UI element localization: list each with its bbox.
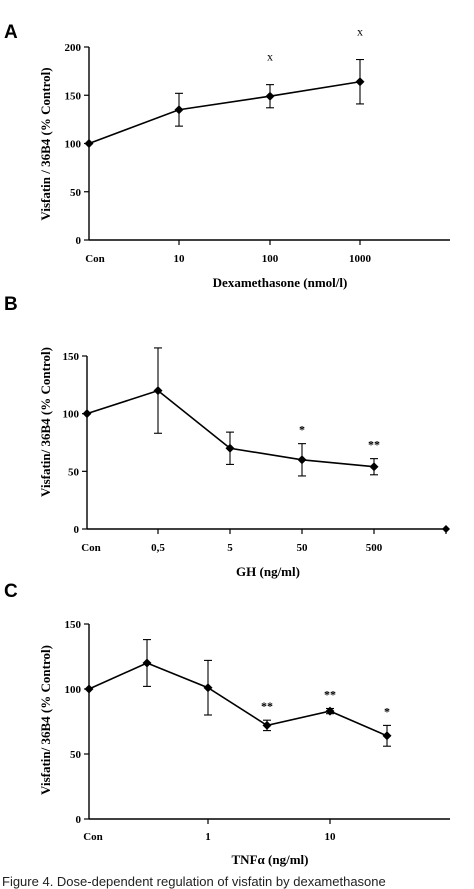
panel-c-x-tick-label: 10 (325, 831, 337, 843)
panel-b-x-tick-label: Con (81, 542, 101, 554)
panel-a-y-tick-label: 150 (65, 90, 82, 102)
panel-b-data-point (369, 462, 379, 472)
panel-b-data-point (82, 409, 92, 419)
panel-c-xlabel: TNFα (ng/ml) (232, 852, 309, 867)
panel-c-y-tick-label: 150 (65, 619, 82, 631)
panel-c-data-point (382, 731, 392, 741)
panel-b-data-point (153, 386, 163, 396)
panel-a-x-tick-label: 10 (174, 253, 186, 265)
panel-b-x-tick-label: 0,5 (151, 542, 165, 554)
panel-a-label: A (4, 22, 18, 43)
panel-a-significance-label: x (267, 50, 273, 64)
panel-b-y-tick-label: 0 (74, 524, 80, 536)
panel-a-y-tick-label: 100 (65, 139, 82, 151)
panel-b-xlabel: GH (ng/ml) (236, 564, 300, 579)
panel-a-ylabel: Visfatin / 36B4 (% Control) (38, 67, 53, 220)
panel-b-axis-end-marker (442, 525, 450, 533)
panel-c-data-point (84, 684, 94, 694)
panel-c-significance-label: ** (324, 688, 336, 702)
panel-a-x-tick-label: 100 (262, 253, 279, 265)
panel-a-y-tick-label: 50 (70, 187, 82, 199)
panel-c-significance-label: ** (261, 699, 273, 713)
panel-a-y-tick-label: 200 (65, 42, 82, 54)
panel-a-data-point (355, 77, 365, 87)
panel-b-y-tick-label: 50 (68, 466, 80, 478)
panel-c-data-point (142, 658, 152, 668)
panel-b-x-tick-label: 5 (227, 542, 233, 554)
panel-a-data-point (265, 91, 275, 101)
panel-a-x-tick-label: 1000 (349, 253, 372, 265)
panel-c-significance-label: * (384, 704, 390, 718)
panel-c-y-tick-label: 100 (65, 684, 82, 696)
panel-b-y-tick-label: 100 (63, 409, 80, 421)
panel-b-significance-label: * (299, 423, 305, 437)
panel-b-significance-label: ** (368, 438, 380, 452)
panel-b-x-tick-label: 50 (297, 542, 309, 554)
panel-a-y-tick-label: 0 (76, 235, 82, 247)
panel-a-significance-label: x (357, 25, 363, 39)
panel-a-x-tick-label: Con (85, 253, 105, 265)
panel-c-data-point (325, 706, 335, 716)
panel-c-y-tick-label: 0 (76, 814, 82, 826)
panel-a-data-point (84, 139, 94, 148)
panel-c-x-tick-label: Con (83, 831, 103, 843)
panel-b-data-point (225, 443, 235, 453)
figure-caption: Figure 4. Dose-dependent regulation of v… (2, 874, 386, 889)
panel-c-data-point (262, 720, 272, 730)
panel-c-series-line (88, 662, 388, 737)
panel-a-data-point (174, 105, 184, 115)
panel-c-label: C (4, 581, 18, 602)
panel-b-data-point (297, 455, 307, 465)
panel-c-x-tick-label: 1 (205, 831, 211, 843)
panel-c-ylabel: Visfatin/ 36B4 (% Control) (38, 645, 53, 795)
panel-b-ylabel: Visfatin/ 36B4 (% Control) (38, 347, 53, 497)
panel-c-data-point (203, 683, 213, 693)
panel-b-label: B (4, 294, 18, 315)
panel-c-y-tick-label: 50 (70, 749, 82, 761)
panel-a-xlabel: Dexamethasone (nmol/l) (213, 275, 348, 290)
panel-a-series-line (88, 80, 361, 145)
panel-b-y-tick-label: 150 (63, 351, 80, 363)
panel-b-x-tick-label: 500 (366, 542, 383, 554)
